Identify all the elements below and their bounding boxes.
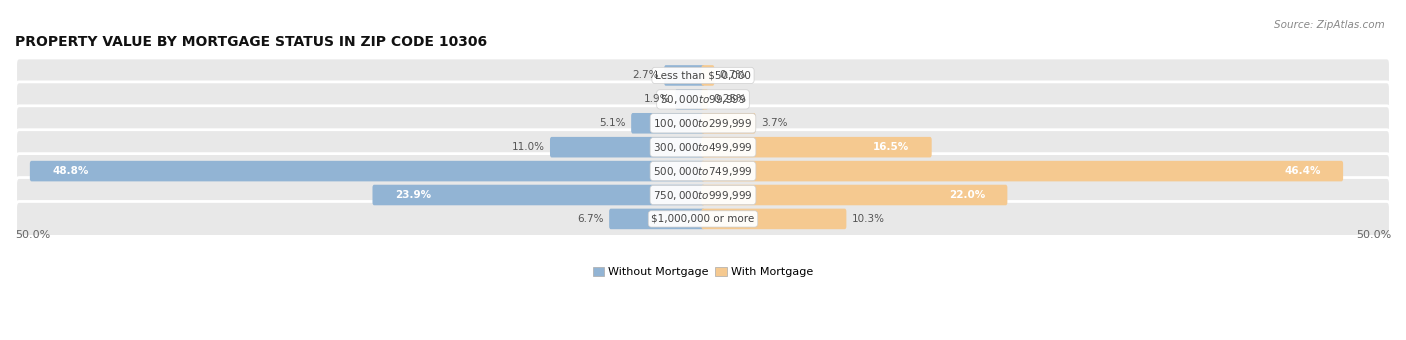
Text: 23.9%: 23.9% — [395, 190, 430, 200]
FancyBboxPatch shape — [702, 209, 846, 229]
Text: $1,000,000 or more: $1,000,000 or more — [651, 214, 755, 224]
Text: 50.0%: 50.0% — [15, 230, 51, 240]
FancyBboxPatch shape — [609, 209, 704, 229]
Text: 0.7%: 0.7% — [720, 70, 747, 81]
FancyBboxPatch shape — [702, 89, 709, 109]
Text: 48.8%: 48.8% — [52, 166, 89, 176]
FancyBboxPatch shape — [15, 177, 1391, 212]
FancyBboxPatch shape — [15, 130, 1391, 165]
FancyBboxPatch shape — [702, 65, 714, 86]
FancyBboxPatch shape — [702, 185, 1007, 205]
Text: Less than $50,000: Less than $50,000 — [655, 70, 751, 81]
FancyBboxPatch shape — [702, 161, 1343, 181]
Legend: Without Mortgage, With Mortgage: Without Mortgage, With Mortgage — [588, 262, 818, 282]
Text: 1.9%: 1.9% — [644, 95, 671, 104]
FancyBboxPatch shape — [15, 154, 1391, 189]
FancyBboxPatch shape — [702, 137, 932, 157]
FancyBboxPatch shape — [15, 58, 1391, 93]
FancyBboxPatch shape — [15, 202, 1391, 236]
Text: Source: ZipAtlas.com: Source: ZipAtlas.com — [1274, 20, 1385, 30]
Text: $300,000 to $499,999: $300,000 to $499,999 — [654, 141, 752, 154]
Text: $750,000 to $999,999: $750,000 to $999,999 — [654, 188, 752, 202]
Text: 22.0%: 22.0% — [949, 190, 986, 200]
FancyBboxPatch shape — [30, 161, 704, 181]
Text: $100,000 to $299,999: $100,000 to $299,999 — [654, 117, 752, 130]
FancyBboxPatch shape — [702, 113, 755, 134]
Text: 10.3%: 10.3% — [852, 214, 884, 224]
Text: 6.7%: 6.7% — [578, 214, 605, 224]
Text: $50,000 to $99,999: $50,000 to $99,999 — [659, 93, 747, 106]
Text: 0.25%: 0.25% — [713, 95, 747, 104]
FancyBboxPatch shape — [15, 82, 1391, 117]
Text: 3.7%: 3.7% — [761, 118, 787, 128]
FancyBboxPatch shape — [664, 65, 704, 86]
Text: 5.1%: 5.1% — [599, 118, 626, 128]
FancyBboxPatch shape — [550, 137, 704, 157]
Text: PROPERTY VALUE BY MORTGAGE STATUS IN ZIP CODE 10306: PROPERTY VALUE BY MORTGAGE STATUS IN ZIP… — [15, 35, 486, 49]
FancyBboxPatch shape — [373, 185, 704, 205]
Text: 46.4%: 46.4% — [1284, 166, 1320, 176]
Text: 50.0%: 50.0% — [1355, 230, 1391, 240]
FancyBboxPatch shape — [631, 113, 704, 134]
Text: 11.0%: 11.0% — [512, 142, 544, 152]
Text: $500,000 to $749,999: $500,000 to $749,999 — [654, 165, 752, 177]
Text: 2.7%: 2.7% — [633, 70, 659, 81]
FancyBboxPatch shape — [15, 106, 1391, 141]
FancyBboxPatch shape — [675, 89, 704, 109]
Text: 16.5%: 16.5% — [873, 142, 910, 152]
